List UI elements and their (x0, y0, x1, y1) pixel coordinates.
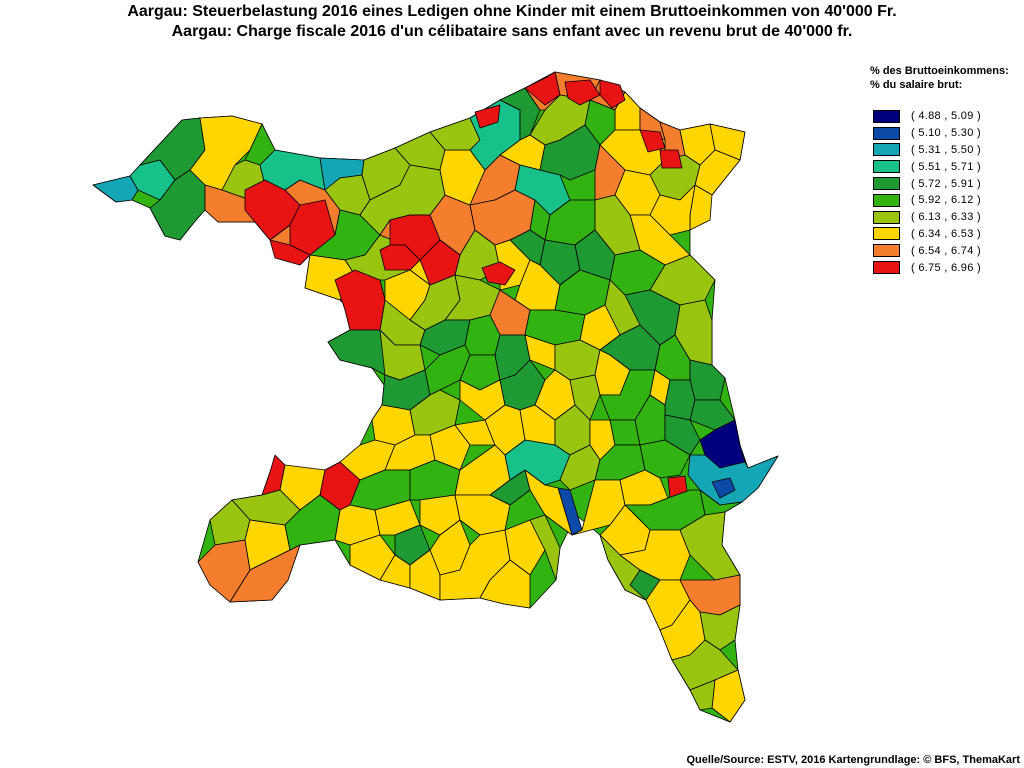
municipality (711, 477, 736, 499)
legend-swatch (873, 160, 900, 174)
legend-title-french: % du salaire brut: (870, 79, 963, 91)
legend-label: ( 6.13 , 6.33 ) (911, 211, 981, 224)
legend-item: ( 6.75 , 6.96 ) (873, 259, 981, 276)
municipality (409, 549, 441, 601)
municipality (504, 519, 546, 576)
legend-swatch (873, 177, 900, 191)
legend-swatch (873, 109, 900, 123)
legend-swatch (873, 126, 900, 140)
legend-label: ( 5.10 , 5.30 ) (911, 127, 981, 140)
municipality (349, 534, 396, 581)
source-credit: Quelle/Source: ESTV, 2016 Kartengrundlag… (686, 754, 1020, 766)
legend: ( 4.88 , 5.09 ) ( 5.10 , 5.30 ) ( 5.31 , 5… (873, 108, 981, 276)
municipality (269, 239, 311, 266)
legend-item: ( 6.54 , 6.74 ) (873, 242, 981, 259)
legend-swatch (873, 227, 900, 241)
legend-label: ( 6.75 , 6.96 ) (911, 261, 981, 274)
municipality (92, 175, 139, 203)
legend-item: ( 6.13 , 6.33 ) (873, 209, 981, 226)
municipality (379, 244, 421, 271)
municipality (687, 454, 779, 506)
municipality (639, 129, 666, 153)
municipality (524, 71, 561, 106)
legend-swatch (873, 261, 900, 275)
municipality (479, 559, 531, 609)
municipality (569, 374, 601, 421)
legend-label: ( 5.31 , 5.50 ) (911, 143, 981, 156)
map-title-german: Aargau: Steuerbelastung 2016 eines Ledig… (127, 3, 897, 20)
municipality (679, 511, 741, 581)
legend-item: ( 5.51 , 5.71 ) (873, 158, 981, 175)
legend-title-german: % des Bruttoeinkommens: (870, 65, 1009, 77)
municipality (334, 269, 386, 331)
legend-item: ( 5.72 , 5.91 ) (873, 175, 981, 192)
legend-label: ( 5.51 , 5.71 ) (911, 160, 981, 173)
municipality (664, 379, 696, 421)
legend-item: ( 5.10 , 5.30 ) (873, 125, 981, 142)
legend-item: ( 6.34 , 6.53 ) (873, 226, 981, 243)
legend-label: ( 4.88 , 5.09 ) (911, 110, 981, 123)
legend-label: ( 6.34 , 6.53 ) (911, 227, 981, 240)
legend-item: ( 4.88 , 5.09 ) (873, 108, 981, 125)
municipality (599, 79, 626, 109)
legend-swatch (873, 210, 900, 224)
legend-label: ( 5.92 , 6.12 ) (911, 194, 981, 207)
legend-label: ( 6.54 , 6.74 ) (911, 244, 981, 257)
legend-item: ( 5.31 , 5.50 ) (873, 142, 981, 159)
municipality (529, 514, 561, 581)
municipality (689, 359, 726, 401)
municipality (419, 239, 461, 286)
legend-item: ( 5.92 , 6.12 ) (873, 192, 981, 209)
municipality (474, 104, 501, 129)
municipality (429, 424, 471, 471)
municipality (564, 79, 601, 106)
municipality (229, 544, 301, 603)
legend-swatch (873, 244, 900, 258)
municipality (149, 169, 206, 241)
municipality (481, 261, 516, 286)
municipality (629, 569, 661, 601)
legend-label: ( 5.72 , 5.91 ) (911, 177, 981, 190)
map-title-french: Aargau: Charge fiscale 2016 d'un célibat… (171, 23, 853, 40)
municipality (689, 679, 716, 711)
legend-swatch (873, 143, 900, 157)
legend-swatch (873, 193, 900, 207)
municipality (659, 149, 683, 169)
